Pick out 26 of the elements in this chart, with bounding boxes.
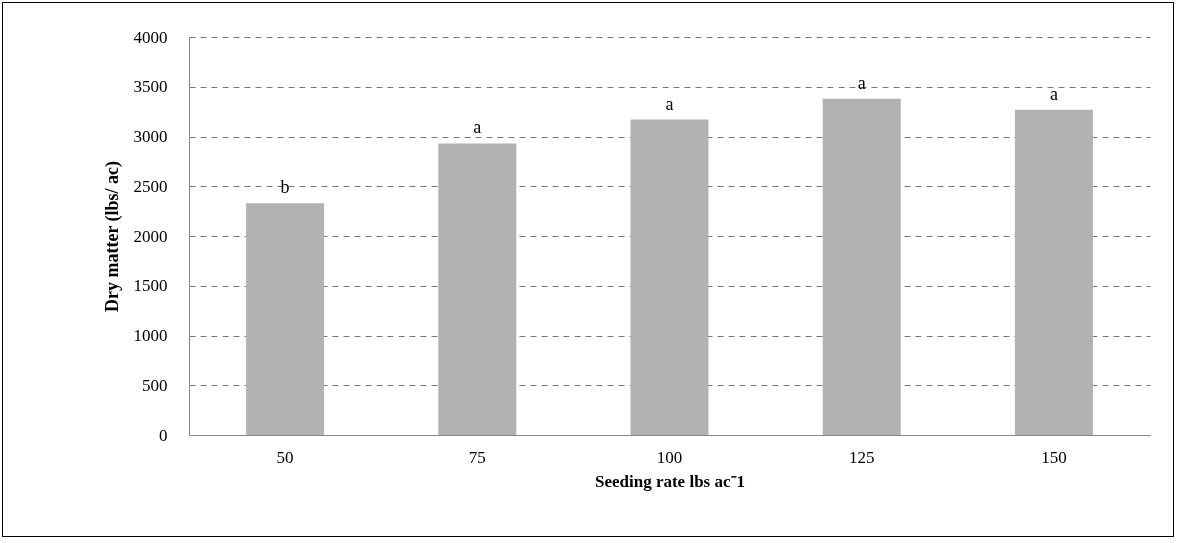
y-tick-label: 2000: [133, 226, 168, 246]
y-tick-label: 0: [159, 425, 168, 445]
x-tick-label: 75: [468, 447, 486, 467]
annotation: a: [1049, 83, 1058, 104]
bar: [630, 119, 709, 435]
y-tick-label: 2500: [133, 176, 168, 196]
x-tick-label: 125: [848, 447, 875, 467]
annotation: a: [857, 72, 866, 93]
x-tick-label: 150: [1041, 447, 1067, 467]
y-tick-label: 1500: [133, 276, 168, 296]
annotation: b: [280, 177, 290, 198]
annotation: a: [473, 117, 482, 138]
y-tick-label: 1000: [133, 326, 168, 345]
x-tick-label: 100: [656, 447, 683, 467]
x-axis-title: Seeding rate lbs ac⁻1: [594, 471, 746, 491]
bar: [822, 98, 901, 435]
y-tick-label: 500: [142, 375, 168, 395]
y-tick-label: 3000: [133, 127, 168, 146]
bar: [246, 203, 325, 435]
y-tick-label: 4000: [133, 27, 168, 47]
bar: [438, 143, 517, 435]
bar: [1014, 109, 1093, 435]
x-tick-label: 50: [276, 447, 294, 467]
y-axis-title: Dry matter (lbs/ ac): [101, 160, 123, 313]
y-tick-label: 3500: [133, 77, 168, 97]
annotation: a: [665, 93, 674, 114]
